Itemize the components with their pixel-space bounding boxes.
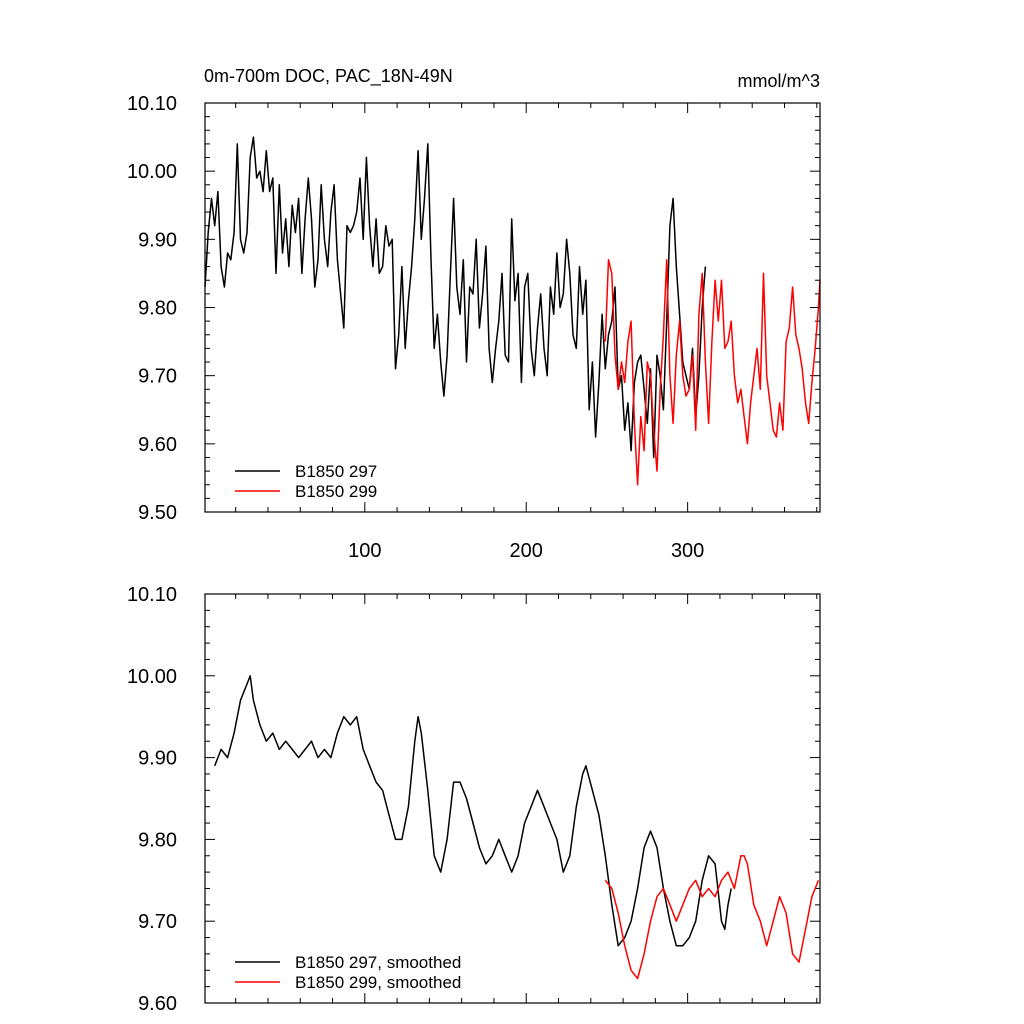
bottom-y-tick-labels: 9.60 9.70 9.80 9.90 10.00 10.10 [127,584,177,1015]
bottom-series-lines [214,675,820,980]
top-y-tick-label: 10.10 [127,93,177,115]
bottom-y-tick-label: 9.90 [138,748,177,770]
panel-top: 0m-700m DOC, PAC_18N-49N mmol/m^3 9.509.… [127,66,821,562]
top-series-line-0 [204,136,707,459]
bottom-y-tick-label: 9.60 [138,993,177,1015]
top-y-tick-label: 10.00 [127,161,177,183]
top-axis-ticks [205,102,820,513]
top-plot-frame [204,102,821,513]
top-series-lines [204,136,821,486]
bottom-legend: B1850 297, smoothed B1850 299, smoothed [235,953,461,992]
top-legend: B1850 297 B1850 299 [235,462,377,501]
bottom-y-tick-label: 9.70 [138,911,177,933]
top-x-tick-label: 200 [510,540,543,562]
top-x-tick-label: 100 [348,540,381,562]
top-y-tick-labels: 9.50 9.60 9.70 9.80 9.90 10.00 10.10 [127,93,177,524]
bottom-series-line-1 [604,855,820,980]
panel-bottom: 9.60 9.70 9.80 9.90 10.00 10.10 B1850 297, sm… [127,584,821,1015]
top-series-line-1 [604,259,821,486]
top-x-tick-label: 300 [671,540,704,562]
top-y-tick-label: 9.70 [138,366,177,388]
top-legend-label-0: B1850 297 [295,462,377,481]
top-units: mmol/m^3 [738,71,820,91]
top-y-tick-label: 9.90 [138,229,177,251]
bottom-series-line-0 [214,675,732,947]
top-x-tick-labels: 100 200 300 [348,540,704,562]
top-y-tick-label: 9.80 [138,298,177,320]
top-y-tick-label: 9.60 [138,434,177,456]
bottom-legend-label-1: B1850 299, smoothed [295,973,461,992]
bottom-legend-label-0: B1850 297, smoothed [295,953,461,972]
bottom-y-tick-label: 10.00 [127,666,177,688]
top-y-tick-label: 9.50 [138,502,177,524]
bottom-axis-ticks [205,593,820,1004]
bottom-y-tick-label: 9.80 [138,829,177,851]
top-title: 0m-700m DOC, PAC_18N-49N [204,66,453,87]
top-legend-label-1: B1850 299 [295,482,377,501]
bottom-plot-frame [204,593,821,1004]
bottom-y-tick-label: 10.10 [127,584,177,606]
